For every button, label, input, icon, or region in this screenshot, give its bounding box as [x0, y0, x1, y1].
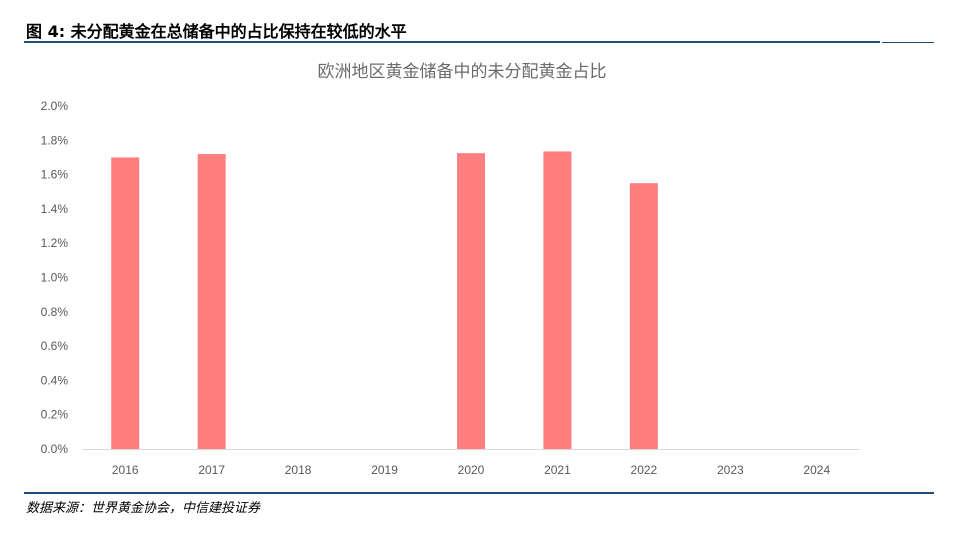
top-rule-tail: [882, 42, 934, 43]
y-tick-label: 0.4%: [41, 373, 69, 387]
y-tick-label: 2.0%: [41, 99, 69, 113]
x-axis-ticks: 2016 2017 2018 2019 2020 2021 2022 2023 2024: [112, 463, 831, 477]
y-tick-label: 0.0%: [41, 442, 69, 456]
y-tick-label: 0.2%: [41, 408, 69, 422]
y-axis-ticks: 0.0% 0.2% 0.4% 0.6% 0.8% 1.0% 1.2% 1.4% 1.6% 1.8%…: [41, 99, 69, 456]
y-tick-label: 0.6%: [41, 339, 69, 353]
bar: [543, 151, 572, 449]
y-tick-label: 1.8%: [41, 133, 69, 147]
x-tick-label: 2024: [803, 463, 830, 477]
bar: [629, 183, 658, 450]
y-tick-label: 1.2%: [41, 236, 69, 250]
y-tick-label: 0.8%: [41, 305, 69, 319]
x-tick-label: 2016: [112, 463, 139, 477]
y-tick-label: 1.4%: [41, 202, 69, 216]
top-rule: [24, 41, 880, 43]
bar: [197, 154, 226, 449]
x-tick-label: 2018: [285, 463, 312, 477]
bars: [111, 151, 658, 450]
x-tick-label: 2021: [544, 463, 571, 477]
chart-title: 欧洲地区黄金储备中的未分配黄金占比: [318, 62, 607, 82]
bar: [457, 153, 485, 449]
x-tick-label: 2020: [458, 463, 485, 477]
bar: [111, 157, 140, 449]
x-tick-label: 2019: [371, 463, 398, 477]
figure-title: 图 4: 未分配黄金在总储备中的占比保持在较低的水平: [26, 22, 407, 41]
x-tick-label: 2023: [717, 463, 744, 477]
x-tick-label: 2022: [631, 463, 658, 477]
y-tick-label: 1.0%: [41, 271, 69, 285]
x-tick-label: 2017: [198, 463, 225, 477]
source-note: 数据来源：世界黄金协会，中信建投证券: [26, 501, 261, 516]
bottom-rule: [24, 492, 934, 494]
y-tick-label: 1.6%: [41, 168, 69, 182]
